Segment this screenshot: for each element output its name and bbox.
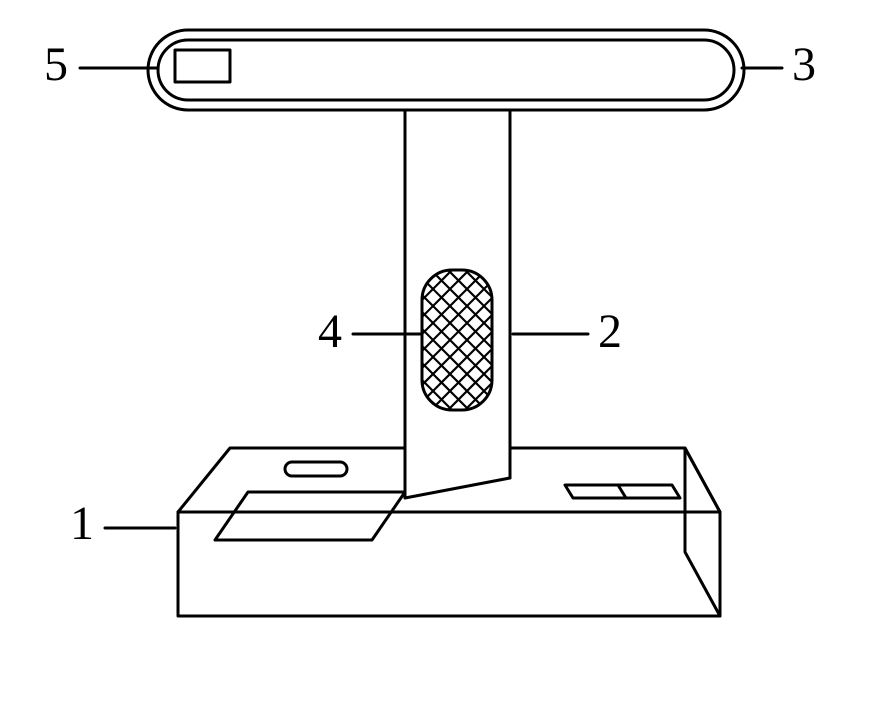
- callout-label-2: 2: [598, 304, 622, 359]
- callout-label-4: 4: [318, 304, 342, 359]
- figure-root: 1 2 3 4 5: [0, 0, 880, 714]
- callout-label-3: 3: [792, 37, 816, 92]
- diagram-svg: [0, 0, 880, 714]
- callout-label-5: 5: [44, 37, 68, 92]
- callout-label-1: 1: [70, 496, 94, 551]
